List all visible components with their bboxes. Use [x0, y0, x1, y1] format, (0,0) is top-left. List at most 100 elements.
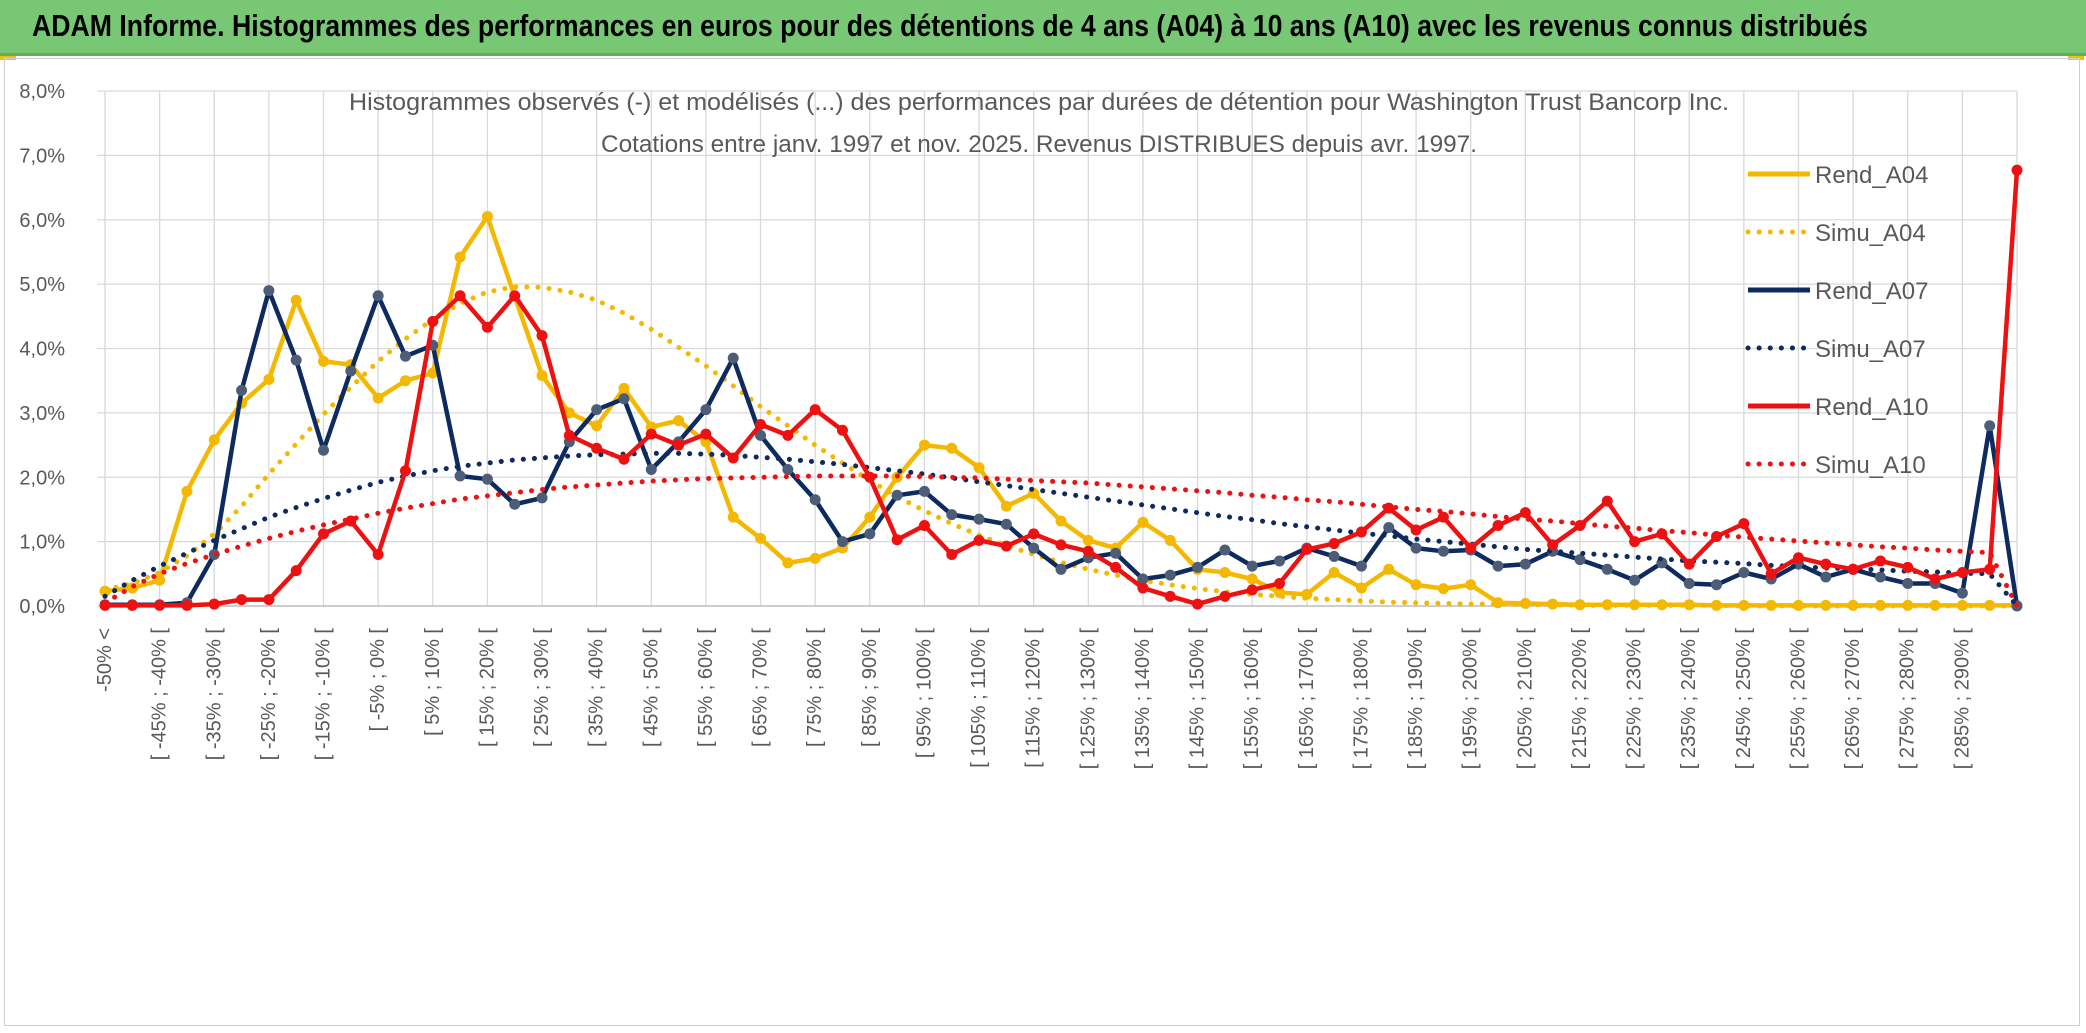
- data-point-Rend_A10: [1055, 539, 1067, 551]
- data-point-Rend_A07: [454, 470, 466, 482]
- data-point-Rend_A07: [345, 365, 357, 377]
- data-point-Rend_A10: [563, 429, 575, 441]
- banner-title: ADAM Informe. Histogrammes des performan…: [32, 8, 1868, 43]
- data-point-Rend_A07: [536, 492, 548, 504]
- data-point-Rend_A07: [727, 352, 739, 364]
- y-tick-label: 6,0%: [19, 210, 65, 232]
- chart-title: Histogrammes observés (-) et modélisés (…: [349, 89, 1729, 116]
- data-point-Rend_A07: [891, 489, 903, 501]
- x-tick-label: [ 15% ; 20% [: [476, 628, 498, 747]
- data-point-Rend_A04: [1246, 573, 1258, 585]
- data-point-Rend_A10: [1301, 543, 1313, 555]
- data-point-Rend_A10: [1629, 536, 1641, 548]
- data-point-Rend_A10: [1328, 538, 1340, 550]
- data-point-Rend_A10: [673, 439, 685, 451]
- x-tick-label: [ 55% ; 60% [: [695, 628, 717, 747]
- data-point-Rend_A10: [399, 465, 411, 477]
- data-point-Rend_A07: [836, 536, 848, 548]
- data-point-Rend_A04: [1328, 567, 1340, 579]
- data-point-Rend_A10: [509, 290, 521, 302]
- data-point-Rend_A07: [263, 285, 275, 297]
- x-tick-label: [ 215% ; 220% [: [1569, 628, 1591, 770]
- data-point-Rend_A04: [618, 382, 630, 394]
- data-point-Rend_A07: [399, 350, 411, 362]
- series-Rend_A04: [99, 211, 2023, 611]
- title-banner: ADAM Informe. Histogrammes des performan…: [0, 0, 2086, 56]
- data-point-Rend_A07: [918, 485, 930, 497]
- data-point-Rend_A07: [236, 384, 248, 396]
- data-point-Rend_A07: [809, 494, 821, 506]
- data-point-Rend_A07: [1683, 577, 1695, 589]
- data-point-Rend_A10: [181, 599, 193, 611]
- y-tick-label: 2,0%: [19, 467, 65, 489]
- data-point-Rend_A04: [1164, 534, 1176, 546]
- data-point-Rend_A07: [318, 444, 330, 456]
- data-point-Rend_A07: [1820, 571, 1832, 583]
- series-line-Rend_A07: [105, 288, 2020, 607]
- data-point-Rend_A10: [755, 418, 767, 430]
- data-point-Rend_A10: [946, 549, 958, 560]
- data-point-Rend_A10: [1601, 495, 1613, 507]
- data-point-Rend_A07: [1137, 573, 1149, 585]
- data-point-Rend_A07: [290, 354, 302, 366]
- x-tick-label: [ 5% ; 10% [: [422, 628, 444, 736]
- data-point-Rend_A10: [1219, 590, 1231, 602]
- data-point-Rend_A04: [782, 557, 794, 569]
- data-point-Rend_A04: [1219, 567, 1231, 579]
- x-tick-label: [ 145% ; 150% [: [1187, 628, 1209, 770]
- data-point-Rend_A10: [290, 565, 302, 577]
- x-tick-label: [ 85% ; 90% [: [859, 628, 881, 747]
- data-point-Rend_A10: [99, 599, 111, 611]
- data-point-Rend_A04: [1000, 500, 1012, 512]
- data-point-Rend_A04: [1738, 599, 1750, 611]
- data-point-Rend_A10: [536, 330, 548, 342]
- legend-label: Rend_A07: [1815, 278, 1928, 305]
- series-Rend_A07: [99, 285, 2023, 612]
- data-point-Rend_A07: [1574, 554, 1586, 566]
- x-tick-label: [ -35% ; -30% [: [203, 628, 225, 761]
- data-point-Rend_A10: [1492, 520, 1504, 532]
- data-point-Rend_A10: [126, 599, 138, 611]
- data-point-Rend_A10: [918, 520, 930, 532]
- data-point-Rend_A10: [1028, 528, 1040, 540]
- data-point-Rend_A04: [208, 434, 220, 446]
- x-tick-label: [ 225% ; 230% [: [1624, 628, 1646, 770]
- series-Rend_A10: [99, 164, 2023, 611]
- legend-label: Simu_A10: [1815, 452, 1926, 479]
- data-point-Rend_A07: [864, 528, 876, 540]
- data-point-Rend_A10: [864, 471, 876, 483]
- data-point-Rend_A04: [973, 462, 985, 474]
- x-tick-label: -50% <: [94, 628, 116, 692]
- data-point-Rend_A04: [918, 439, 930, 451]
- x-tick-label: [ 245% ; 250% [: [1733, 628, 1755, 770]
- data-point-Rend_A10: [1738, 518, 1750, 530]
- data-point-Rend_A04: [1383, 563, 1395, 575]
- x-tick-label: [ 195% ; 200% [: [1460, 628, 1482, 770]
- data-point-Rend_A07: [1055, 563, 1067, 575]
- x-tick-label: [ 135% ; 140% [: [1132, 628, 1154, 770]
- data-point-Rend_A10: [2011, 164, 2023, 176]
- data-point-Rend_A10: [1274, 577, 1286, 589]
- data-point-Rend_A10: [1547, 539, 1559, 551]
- data-point-Rend_A07: [1902, 577, 1914, 589]
- x-tick-label: [ 175% ; 180% [: [1350, 628, 1372, 770]
- data-point-Rend_A07: [1711, 579, 1723, 591]
- x-tick-label: [ 75% ; 80% [: [804, 628, 826, 747]
- data-point-Rend_A10: [973, 534, 985, 546]
- data-point-Rend_A07: [1984, 420, 1996, 432]
- data-point-Rend_A10: [454, 290, 466, 302]
- x-tick-label: [ 95% ; 100% [: [913, 628, 935, 759]
- data-point-Rend_A10: [1519, 507, 1531, 519]
- data-point-Rend_A10: [1000, 540, 1012, 552]
- x-tick-label: [ -45% ; -40% [: [149, 628, 171, 761]
- data-point-Rend_A10: [263, 594, 275, 606]
- data-point-Rend_A04: [427, 367, 439, 379]
- x-tick-label: [ -5% ; 0% [: [367, 628, 389, 732]
- x-tick-label: [ 265% ; 270% [: [1842, 628, 1864, 770]
- y-tick-label: 8,0%: [19, 81, 65, 103]
- data-point-Rend_A04: [290, 294, 302, 306]
- series-Simu_A04: [102, 284, 2020, 609]
- data-point-Rend_A04: [181, 485, 193, 497]
- data-point-Rend_A04: [755, 532, 767, 544]
- data-point-Rend_A10: [345, 515, 357, 527]
